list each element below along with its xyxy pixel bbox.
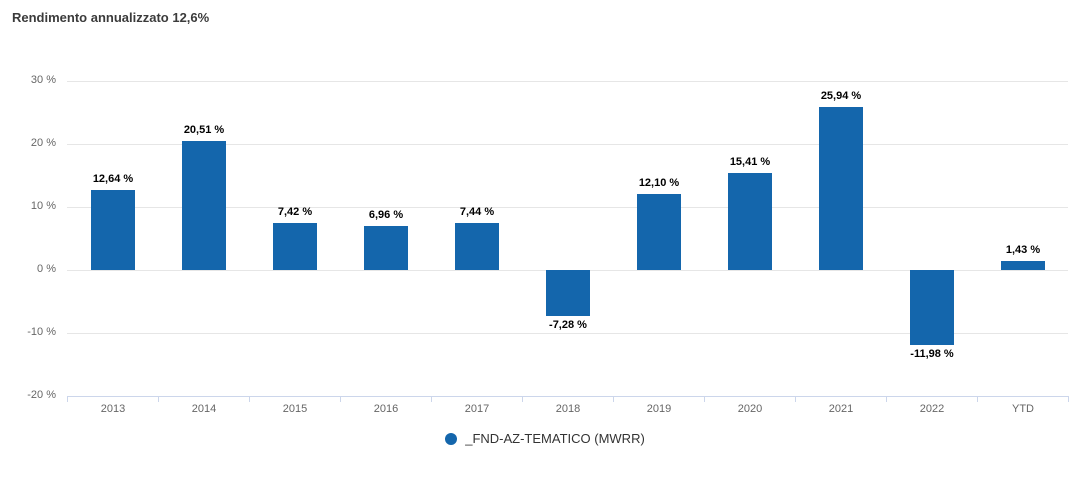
legend-item[interactable]: _FND-AZ-TEMATICO (MWRR) bbox=[0, 431, 1090, 446]
bar-value-label: 12,10 % bbox=[638, 177, 680, 189]
x-axis-label-2014: 2014 bbox=[191, 403, 217, 415]
y-axis-label: 20 % bbox=[30, 137, 56, 149]
grid-line bbox=[67, 207, 1068, 208]
x-axis-tick bbox=[977, 396, 978, 402]
x-axis-label-2013: 2013 bbox=[100, 403, 126, 415]
bar-value-label: -11,98 % bbox=[910, 348, 954, 360]
x-axis-label-2018: 2018 bbox=[555, 403, 581, 415]
x-axis-line bbox=[67, 396, 1068, 397]
x-axis-tick bbox=[886, 396, 887, 402]
bar-2020[interactable] bbox=[728, 173, 772, 270]
circle-icon bbox=[445, 432, 458, 445]
x-axis-tick bbox=[795, 396, 796, 402]
bar-2017[interactable] bbox=[455, 223, 499, 270]
x-axis-label-2020: 2020 bbox=[737, 403, 763, 415]
y-axis-label: 10 % bbox=[30, 200, 56, 212]
x-axis-label-2021: 2021 bbox=[828, 403, 854, 415]
x-axis-tick bbox=[704, 396, 705, 402]
x-axis-tick bbox=[158, 396, 159, 402]
y-axis-label: -10 % bbox=[27, 326, 56, 338]
bar-value-label: 1,43 % bbox=[1005, 244, 1041, 256]
grid-line bbox=[67, 333, 1068, 334]
bar-value-label: 12,64 % bbox=[92, 173, 134, 185]
bar-value-label: 7,44 % bbox=[459, 206, 495, 218]
bar-YTD[interactable] bbox=[1001, 261, 1045, 270]
grid-line bbox=[67, 144, 1068, 145]
bar-value-label: -7,28 % bbox=[549, 319, 587, 331]
x-axis-label-2022: 2022 bbox=[919, 403, 945, 415]
bar-value-label: 20,51 % bbox=[183, 124, 225, 136]
bar-2022[interactable] bbox=[910, 270, 954, 345]
bar-value-label: 15,41 % bbox=[729, 156, 771, 168]
bar-2018[interactable] bbox=[546, 270, 590, 316]
y-axis-label: -20 % bbox=[27, 389, 56, 401]
bar-2014[interactable] bbox=[182, 141, 226, 270]
grid-line bbox=[67, 81, 1068, 82]
x-axis-tick bbox=[522, 396, 523, 402]
chart-title: Rendimento annualizzato 12,6% bbox=[12, 10, 210, 25]
x-axis-label-2017: 2017 bbox=[464, 403, 490, 415]
x-axis-label-2016: 2016 bbox=[373, 403, 399, 415]
x-axis-tick bbox=[1068, 396, 1069, 402]
x-axis-tick bbox=[340, 396, 341, 402]
bar-2019[interactable] bbox=[637, 194, 681, 270]
bar-value-label: 6,96 % bbox=[368, 209, 404, 221]
x-axis-tick bbox=[67, 396, 68, 402]
legend-label: _FND-AZ-TEMATICO (MWRR) bbox=[465, 431, 645, 446]
y-axis-label: 30 % bbox=[30, 74, 56, 86]
bar-2015[interactable] bbox=[273, 223, 317, 270]
x-axis-tick bbox=[613, 396, 614, 402]
x-axis-label-2015: 2015 bbox=[282, 403, 308, 415]
x-axis-tick bbox=[431, 396, 432, 402]
bar-2021[interactable] bbox=[819, 107, 863, 270]
bar-2016[interactable] bbox=[364, 226, 408, 270]
x-axis-tick bbox=[249, 396, 250, 402]
bar-value-label: 25,94 % bbox=[820, 90, 862, 102]
bar-2013[interactable] bbox=[91, 190, 135, 270]
bar-value-label: 7,42 % bbox=[277, 206, 313, 218]
x-axis-label-2019: 2019 bbox=[646, 403, 672, 415]
x-axis-label-YTD: YTD bbox=[1012, 403, 1034, 415]
y-axis-label: 0 % bbox=[37, 263, 56, 275]
